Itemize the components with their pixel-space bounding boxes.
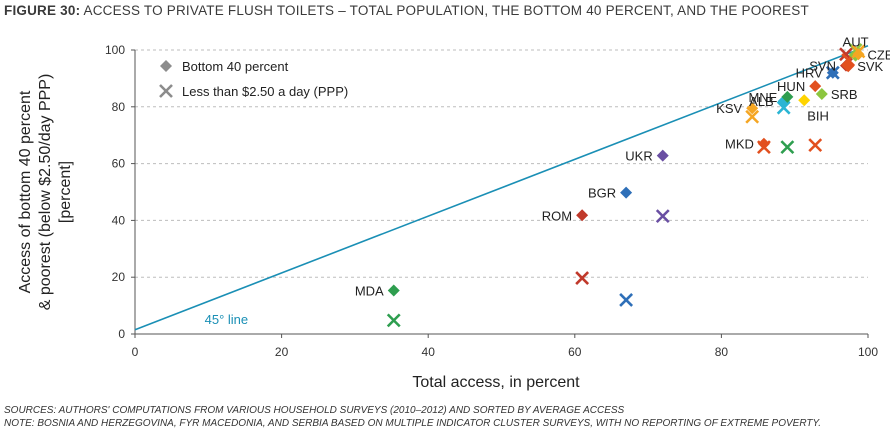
bottom40-marker-mne: [781, 90, 794, 103]
bottom40-marker-ukr: [656, 149, 669, 162]
y-tick-label: 80: [112, 100, 126, 114]
bottom40-marker-hrv: [826, 66, 839, 79]
x-tick-label: 20: [275, 345, 289, 359]
45-degree-line: [134, 44, 869, 331]
poorest-marker-mne: [780, 140, 795, 155]
x-tick-label: 100: [858, 345, 878, 359]
bottom40-marker-srb: [815, 88, 828, 101]
poorest-marker-hun: [808, 138, 823, 153]
country-label-svn: SVN: [809, 59, 836, 74]
x-tick-label: 0: [132, 345, 139, 359]
bottom40-marker-hun: [809, 80, 822, 93]
sources-note: SOURCES: AUTHORS' COMPUTATIONS FROM VARI…: [4, 405, 625, 416]
country-label-alb: ALB: [749, 94, 774, 109]
country-label-bih: BIH: [807, 108, 829, 123]
country-label-svk: SVK: [857, 59, 883, 74]
country-label-cze: CZE: [867, 47, 890, 62]
bottom40-marker-svk: [842, 60, 855, 73]
data-marks: [386, 43, 866, 328]
poorest-marker-ukr: [655, 209, 670, 224]
country-label-hrv: HRV: [796, 66, 824, 81]
legend-label-poorest: Less than $2.50 a day (PPP): [182, 84, 348, 99]
country-label-aut: AUT: [843, 35, 869, 50]
survey-note: NOTE: BOSNIA AND HERZEGOVINA, FYR MACEDO…: [4, 418, 821, 429]
45-degree-line-label: 45° line: [205, 312, 249, 327]
legend-label-bottom40: Bottom 40 percent: [182, 59, 289, 74]
poorest-marker-ksv: [745, 109, 760, 124]
bottom40-marker-cze: [852, 48, 865, 61]
figure-title-text: ACCESS TO PRIVATE FLUSH TOILETS – TOTAL …: [83, 3, 809, 18]
country-label-srb: SRB: [831, 87, 858, 102]
y-tick-label: 100: [105, 43, 125, 57]
bottom40-marker-bgr: [620, 186, 633, 199]
poorest-marker-mda: [386, 313, 401, 328]
y-axis-title-line-1: Access of bottom 40 percent: [17, 90, 34, 293]
y-axis-title-line-2: & poorest (below $2.50/day PPP): [37, 74, 54, 311]
x-tick-label: 80: [715, 345, 729, 359]
y-tick-label: 0: [118, 327, 125, 341]
country-label-ukr: UKR: [625, 149, 652, 164]
y-ticks: 0 20 40 60 80 100: [105, 43, 135, 341]
x-ticks: 0 20 40 60 80 100: [132, 334, 878, 359]
x-tick-label: 60: [568, 345, 582, 359]
poorest-marker-rom: [575, 271, 590, 285]
country-label-ksv: KSV: [716, 101, 742, 116]
poorest-marker-bgr: [619, 293, 634, 307]
y-tick-label: 60: [112, 157, 126, 171]
y-tick-label: 20: [112, 270, 126, 284]
figure-title: FIGURE 30: ACCESS TO PRIVATE FLUSH TOILE…: [4, 3, 809, 18]
y-axis-title-line-3: [percent]: [57, 161, 74, 223]
x-axis-title: Total access, in percent: [412, 374, 580, 391]
bottom40-marker-rom: [576, 209, 589, 222]
country-label-bgr: BGR: [588, 186, 616, 201]
gridlines: [135, 49, 868, 278]
bottom40-marker-mkd: [757, 137, 770, 150]
figure-notes: SOURCES: AUTHORS' COMPUTATIONS FROM VARI…: [4, 404, 821, 430]
legend-cross-icon: [159, 84, 173, 98]
y-tick-label: 40: [112, 213, 126, 227]
country-label-rom: ROM: [542, 208, 572, 223]
country-label-mne: MNE: [748, 90, 777, 105]
legend: Bottom 40 percent Less than $2.50 a day (…: [159, 59, 348, 99]
country-label-mda: MDA: [355, 284, 384, 299]
scatter-chart: 45° line 0 20 40 60 80 100 0 20 40 60 80 100 MDA RO…: [17, 35, 890, 391]
bottom40-marker-mda: [387, 284, 400, 297]
legend-diamond-icon: [160, 60, 172, 72]
x-tick-label: 40: [422, 345, 436, 359]
figure-number: FIGURE 30:: [4, 3, 81, 18]
y-axis-title: Access of bottom 40 percent & poorest (b…: [17, 74, 74, 311]
country-label-hun: HUN: [777, 79, 805, 94]
bottom40-marker-ksv: [746, 102, 759, 115]
poorest-marker-alb: [776, 100, 791, 115]
bottom40-marker-bih: [798, 94, 811, 107]
reference-line-group: 45° line: [134, 44, 869, 331]
country-label-mkd: MKD: [725, 137, 754, 152]
